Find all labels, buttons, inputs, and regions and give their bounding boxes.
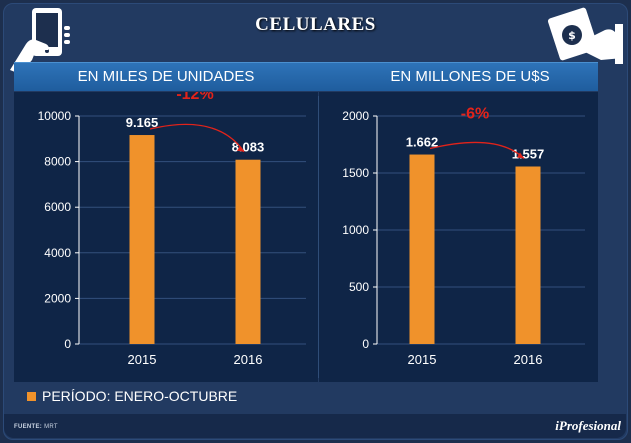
x-tick-label: 2015 [128, 352, 157, 367]
brand-logo: iProfesional [555, 418, 621, 433]
y-tick-label: 4000 [44, 246, 71, 260]
y-tick-label: 0 [362, 337, 369, 351]
data-label: 9.165 [126, 115, 159, 130]
y-tick-label: 2000 [44, 291, 71, 305]
header-band [14, 62, 598, 91]
change-arrow [429, 141, 525, 159]
change-arrowhead [517, 152, 524, 159]
x-tick-label: 2016 [234, 352, 263, 367]
change-label: -12% [176, 92, 213, 103]
y-tick-label: 0 [64, 337, 71, 351]
bar [235, 159, 261, 344]
x-tick-label: 2016 [514, 352, 543, 367]
panel-units [14, 92, 318, 382]
y-tick-label: 10000 [38, 109, 72, 123]
money-in-hand-icon: $ [547, 7, 623, 64]
y-tick-label: 2000 [342, 109, 369, 123]
y-tick-label: 500 [349, 280, 369, 294]
legend-label: PERÍODO: ENERO-OCTUBRE [42, 388, 238, 404]
source-label: FUENTE: [14, 424, 43, 430]
change-label: -6% [461, 106, 489, 123]
data-label: 8.083 [232, 140, 265, 155]
source-value: MRT [44, 424, 58, 430]
data-label: 1.557 [512, 147, 545, 162]
panel-divider [318, 96, 319, 378]
y-tick-label: 8000 [44, 155, 71, 169]
bar [129, 135, 155, 344]
chart-units: 0 2000 4000 6000 8000 10000 9.165 2015 8.083 2016… [38, 92, 306, 367]
chart-title-units: EN MILES DE UNIDADES [77, 68, 255, 85]
page-title: CELULARES [255, 14, 376, 35]
x-tick-label: 2015 [408, 352, 437, 367]
change-arrowhead [237, 145, 244, 152]
svg-text:$: $ [568, 29, 576, 42]
panel-usd [319, 92, 598, 382]
bar [515, 166, 541, 344]
bar [409, 154, 435, 344]
footer [4, 414, 626, 438]
y-tick-label: 1000 [342, 223, 369, 237]
y-tick-label: 1500 [342, 166, 369, 180]
source-note: FUENTE: MRT [14, 424, 58, 430]
change-arrow [149, 123, 245, 153]
y-tick-label: 6000 [44, 200, 71, 214]
chart-usd: 0 500 1000 1500 2000 1.662 2015 1.557 2016 -6% [342, 106, 585, 367]
chart-title-usd: EN MILLONES DE U$S [390, 68, 550, 85]
data-label: 1.662 [406, 135, 439, 150]
legend-swatch [27, 392, 36, 401]
